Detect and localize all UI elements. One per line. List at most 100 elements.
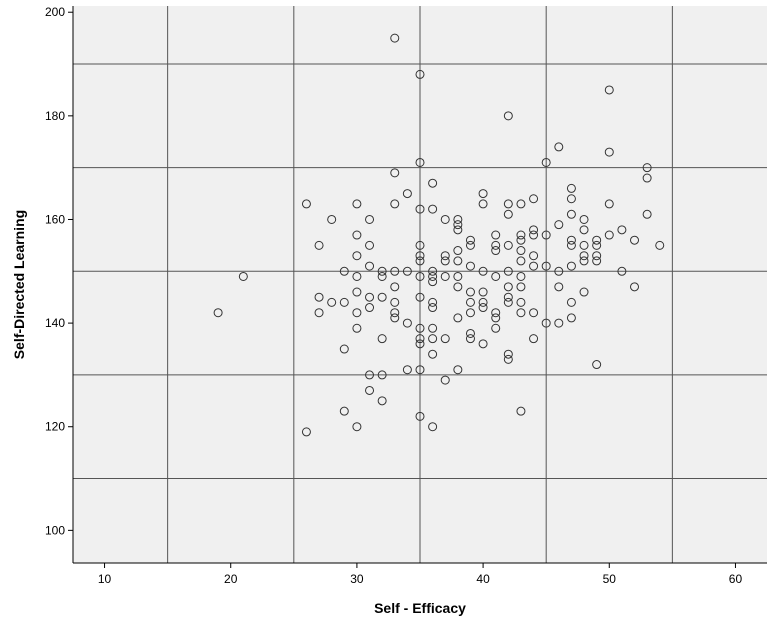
data-point: [465, 235, 475, 245]
data-point: [415, 157, 425, 167]
data-point: [592, 360, 602, 370]
data-point: [516, 199, 526, 209]
data-point: [365, 214, 375, 224]
data-point: [327, 214, 337, 224]
data-point: [238, 271, 248, 281]
data-point: [503, 354, 513, 364]
data-point: [415, 323, 425, 333]
data-point: [503, 266, 513, 276]
data-point: [352, 287, 362, 297]
data-point: [314, 292, 324, 302]
x-axis-title: Self - Efficacy: [374, 600, 466, 616]
data-point: [415, 292, 425, 302]
data-point: [592, 240, 602, 250]
gridlines: [73, 6, 767, 563]
data-point: [428, 271, 438, 281]
data-point: [478, 266, 488, 276]
data-point: [491, 230, 501, 240]
data-point: [604, 230, 614, 240]
data-point: [301, 199, 311, 209]
data-point: [554, 318, 564, 328]
data-point: [365, 261, 375, 271]
data-point: [541, 318, 551, 328]
data-point: [491, 271, 501, 281]
data-point: [314, 308, 324, 318]
x-tick-label: 50: [603, 572, 617, 586]
data-point: [440, 256, 450, 266]
y-tick-label: 140: [45, 316, 65, 330]
data-point: [642, 163, 652, 173]
data-point: [491, 308, 501, 318]
data-point: [339, 406, 349, 416]
data-point: [440, 375, 450, 385]
data-point: [453, 246, 463, 256]
data-point: [301, 427, 311, 437]
data-point: [428, 297, 438, 307]
data-point: [566, 240, 576, 250]
data-point: [516, 297, 526, 307]
data-point: [415, 271, 425, 281]
data-point: [516, 256, 526, 266]
data-point: [516, 230, 526, 240]
data-point: [428, 277, 438, 287]
data-point: [529, 261, 539, 271]
data-point: [377, 370, 387, 380]
data-point: [377, 271, 387, 281]
data-point: [365, 385, 375, 395]
y-tick-label: 100: [45, 523, 65, 537]
data-point: [554, 142, 564, 152]
y-tick-label: 180: [45, 109, 65, 123]
data-point: [554, 266, 564, 276]
data-point: [339, 344, 349, 354]
data-point: [529, 334, 539, 344]
data-point: [465, 328, 475, 338]
data-point: [579, 240, 589, 250]
data-point: [478, 297, 488, 307]
data-point: [503, 209, 513, 219]
data-point: [465, 287, 475, 297]
data-point: [604, 85, 614, 95]
data-point: [541, 157, 551, 167]
data-point: [503, 111, 513, 121]
data-point: [453, 365, 463, 375]
data-point: [402, 189, 412, 199]
data-point: [579, 256, 589, 266]
data-point: [554, 282, 564, 292]
data-point: [390, 199, 400, 209]
y-tick-label: 160: [45, 212, 65, 226]
data-point: [402, 365, 412, 375]
data-point: [579, 251, 589, 261]
data-point: [314, 240, 324, 250]
data-point: [478, 303, 488, 313]
data-point: [327, 297, 337, 307]
data-point: [440, 271, 450, 281]
data-point: [642, 209, 652, 219]
data-point: [503, 349, 513, 359]
data-point: [503, 292, 513, 302]
data-point: [415, 204, 425, 214]
data-point: [415, 411, 425, 421]
data-point: [402, 266, 412, 276]
data-point: [478, 287, 488, 297]
data-point: [415, 256, 425, 266]
data-point: [516, 235, 526, 245]
data-point: [390, 33, 400, 43]
data-point: [566, 261, 576, 271]
data-point: [390, 266, 400, 276]
data-point: [365, 370, 375, 380]
data-point: [491, 313, 501, 323]
data-point: [415, 251, 425, 261]
data-point: [390, 168, 400, 178]
data-point: [516, 282, 526, 292]
data-point: [428, 178, 438, 188]
data-point: [453, 256, 463, 266]
data-point: [465, 297, 475, 307]
data-point: [503, 240, 513, 250]
data-point: [491, 246, 501, 256]
axes: 10 20 30 40 50 60 100 120 140 160 180 200: [45, 5, 767, 586]
data-point: [428, 422, 438, 432]
data-point: [453, 282, 463, 292]
data-point: [428, 303, 438, 313]
data-point: [592, 251, 602, 261]
